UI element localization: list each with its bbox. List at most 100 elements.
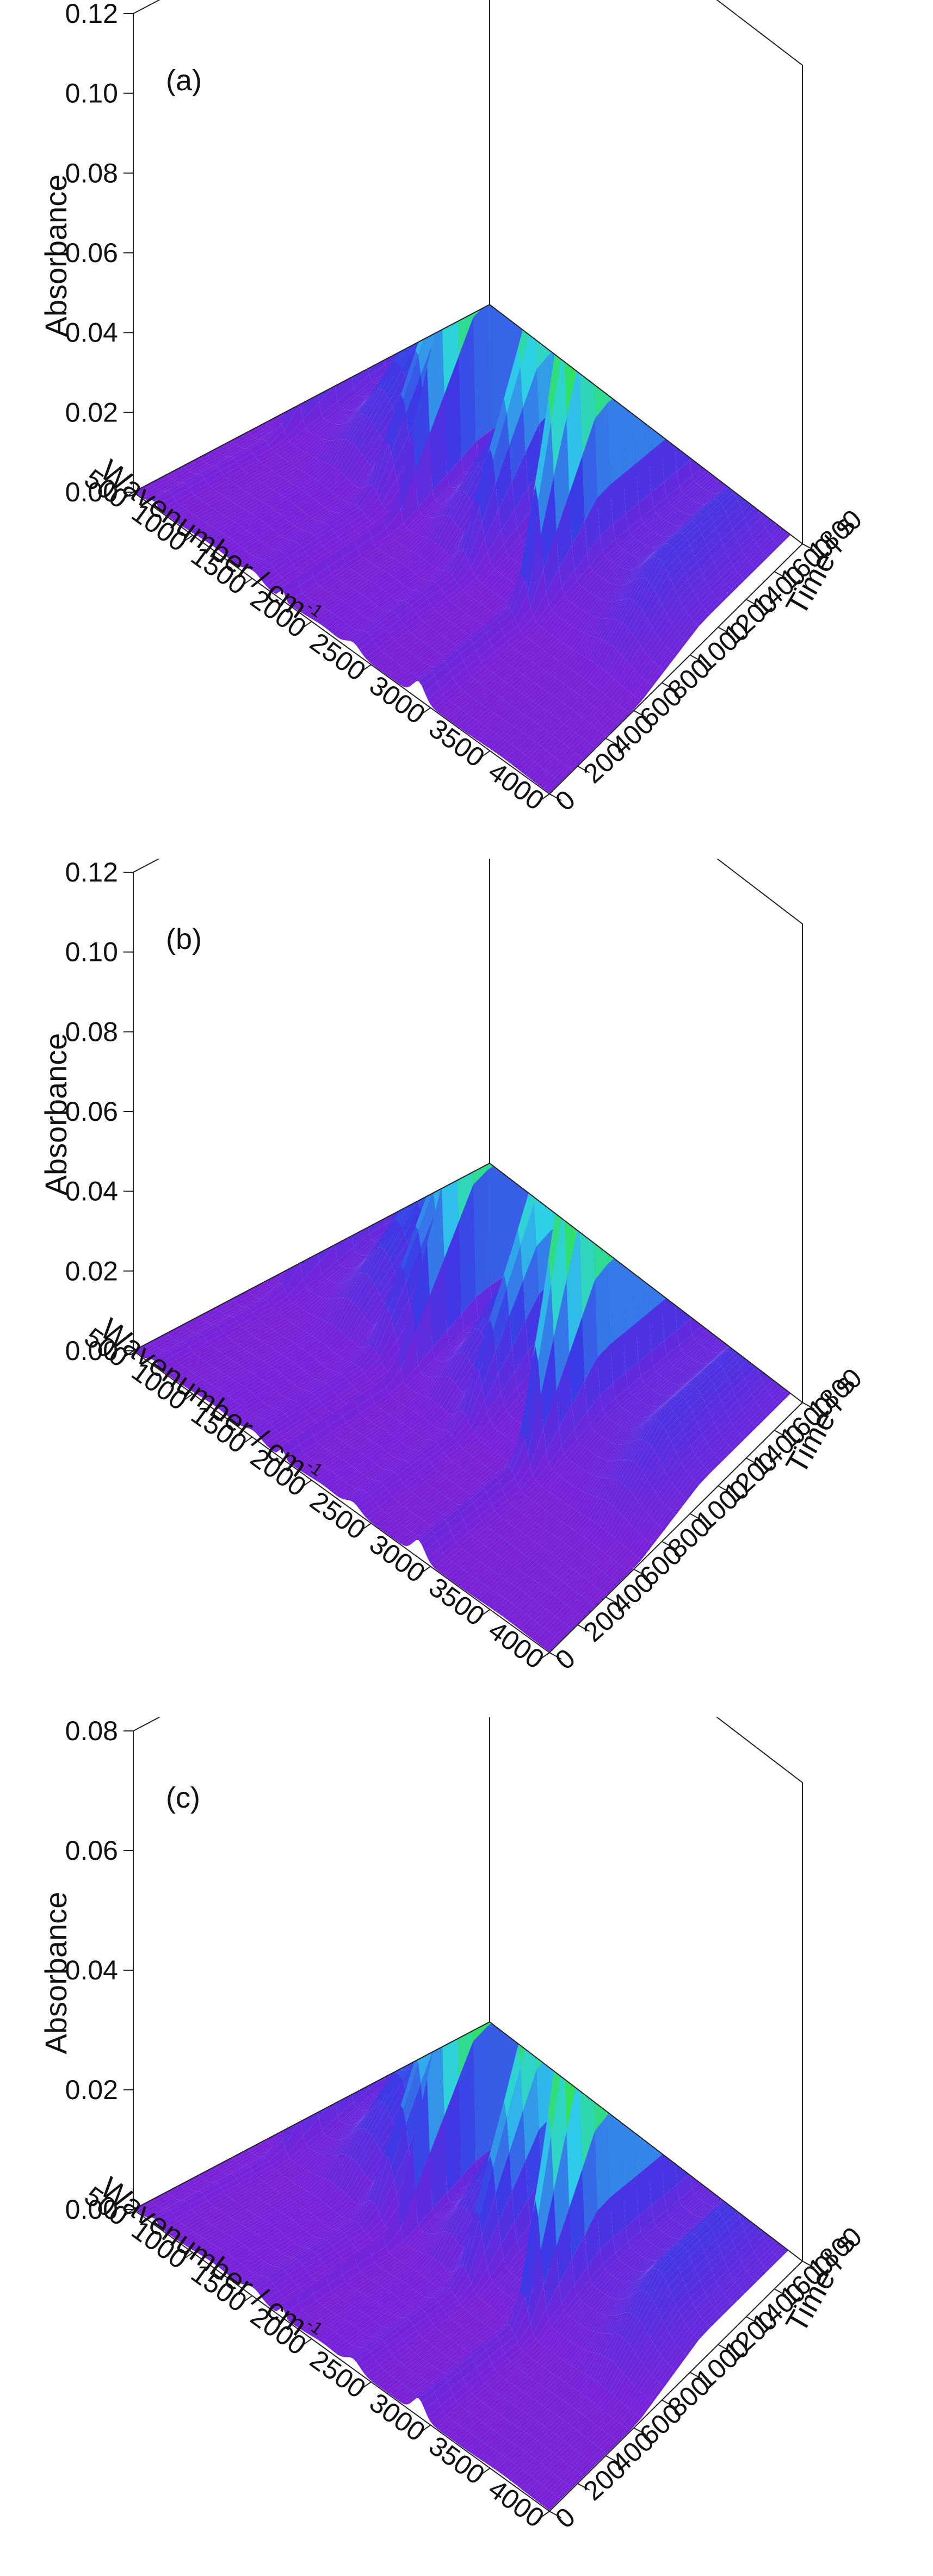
surface-cell	[689, 1373, 705, 1385]
surface-cell	[311, 1279, 330, 1294]
surface-cell	[434, 619, 450, 632]
surface-cell	[164, 482, 183, 492]
surface-cell	[609, 1459, 624, 1479]
surface-cell	[325, 539, 343, 553]
surface-cell	[391, 565, 408, 578]
surface-cell	[668, 1423, 683, 1442]
surface-cell	[632, 649, 646, 670]
surface-cell	[551, 683, 566, 696]
surface-cell	[749, 1408, 763, 1423]
surface-cell	[572, 1381, 588, 1430]
surface-cell	[610, 686, 626, 702]
surface-cell	[371, 572, 388, 584]
surface-cell	[438, 519, 455, 548]
surface-cell	[648, 560, 664, 586]
surface-cell	[611, 1459, 627, 1480]
surface-cell	[452, 592, 468, 605]
surface-cell	[620, 1395, 636, 1408]
surface-cell	[719, 1421, 733, 1436]
surface-cell	[638, 1351, 654, 1377]
surface-cell	[699, 474, 714, 487]
surface-cell	[394, 671, 411, 684]
surface-cell	[640, 1406, 656, 1418]
surface-cell	[624, 697, 639, 712]
surface-cell	[534, 631, 550, 645]
surface-cell	[430, 617, 447, 630]
surface-cell	[668, 532, 683, 545]
surface-cell	[430, 694, 447, 709]
surface-cell	[447, 654, 464, 672]
surface-cell	[665, 532, 680, 544]
surface-cell	[597, 1442, 613, 1458]
surface-cell	[201, 529, 220, 541]
surface-cell	[366, 608, 383, 620]
surface-cell	[681, 500, 696, 513]
surface-cell	[476, 561, 493, 581]
surface-cell	[268, 1273, 287, 1287]
surface-cell	[605, 681, 620, 697]
surface-cell	[417, 627, 434, 640]
surface-cell	[532, 768, 547, 783]
surface-cell	[390, 648, 407, 660]
surface-cell	[728, 1434, 743, 1448]
surface-cell	[709, 576, 724, 592]
surface-cell	[457, 715, 473, 729]
surface-cell	[379, 1271, 398, 1300]
surface-cell	[609, 599, 624, 619]
surface-cell	[526, 764, 541, 778]
surface-cell	[701, 1334, 716, 1348]
surface-cell	[724, 1428, 738, 1443]
surface-cell	[334, 480, 353, 496]
surface-cell	[345, 555, 363, 567]
surface-cell	[694, 512, 709, 526]
surface-cell	[634, 653, 649, 673]
surface-cell	[353, 1252, 372, 1277]
surface-cell	[631, 677, 645, 695]
surface-cell	[550, 702, 565, 715]
surface-cell	[505, 625, 521, 642]
surface-cell	[549, 761, 564, 775]
surface-cell	[591, 669, 607, 686]
surface-cell	[279, 541, 297, 552]
surface-cell	[548, 681, 563, 694]
surface-cell	[455, 615, 472, 628]
surface-cell	[615, 1488, 631, 1511]
surface-cell	[546, 759, 561, 773]
surface-cell	[205, 513, 224, 524]
surface-cell	[565, 606, 580, 623]
surface-cell	[709, 489, 724, 502]
surface-cell	[559, 688, 574, 702]
surface-cell	[319, 384, 338, 415]
surface-cell	[687, 1373, 702, 1385]
surface-cell	[353, 1252, 372, 1269]
surface-cell	[560, 670, 576, 683]
surface-cell	[218, 458, 237, 471]
surface-cell	[294, 598, 311, 610]
surface-cell	[549, 721, 565, 735]
surface-cell	[418, 491, 435, 514]
surface-cell	[354, 580, 372, 592]
surface-cell	[558, 708, 573, 722]
surface-cell	[386, 1266, 404, 1309]
surface-cell	[584, 708, 600, 722]
surface-cell	[455, 594, 472, 607]
surface-cell	[136, 485, 156, 496]
surface-cell	[433, 516, 450, 543]
surface-cell	[262, 474, 281, 485]
surface-cell	[296, 600, 314, 612]
surface-cell	[171, 470, 191, 481]
surface-cell	[711, 1351, 726, 1363]
surface-cell	[600, 1479, 615, 1499]
surface-cell	[433, 698, 449, 711]
surface-cell	[167, 482, 186, 493]
surface-cell	[652, 610, 667, 632]
surface-cell	[263, 424, 282, 441]
surface-cell	[664, 592, 679, 615]
surface-cell	[593, 1460, 609, 1476]
surface-cell	[671, 1352, 687, 1365]
surface-cell	[487, 1392, 504, 1420]
y-axis-line	[549, 543, 803, 794]
surface-cell	[583, 1455, 598, 1471]
surface-cell	[354, 561, 372, 573]
surface-cell	[625, 672, 640, 691]
